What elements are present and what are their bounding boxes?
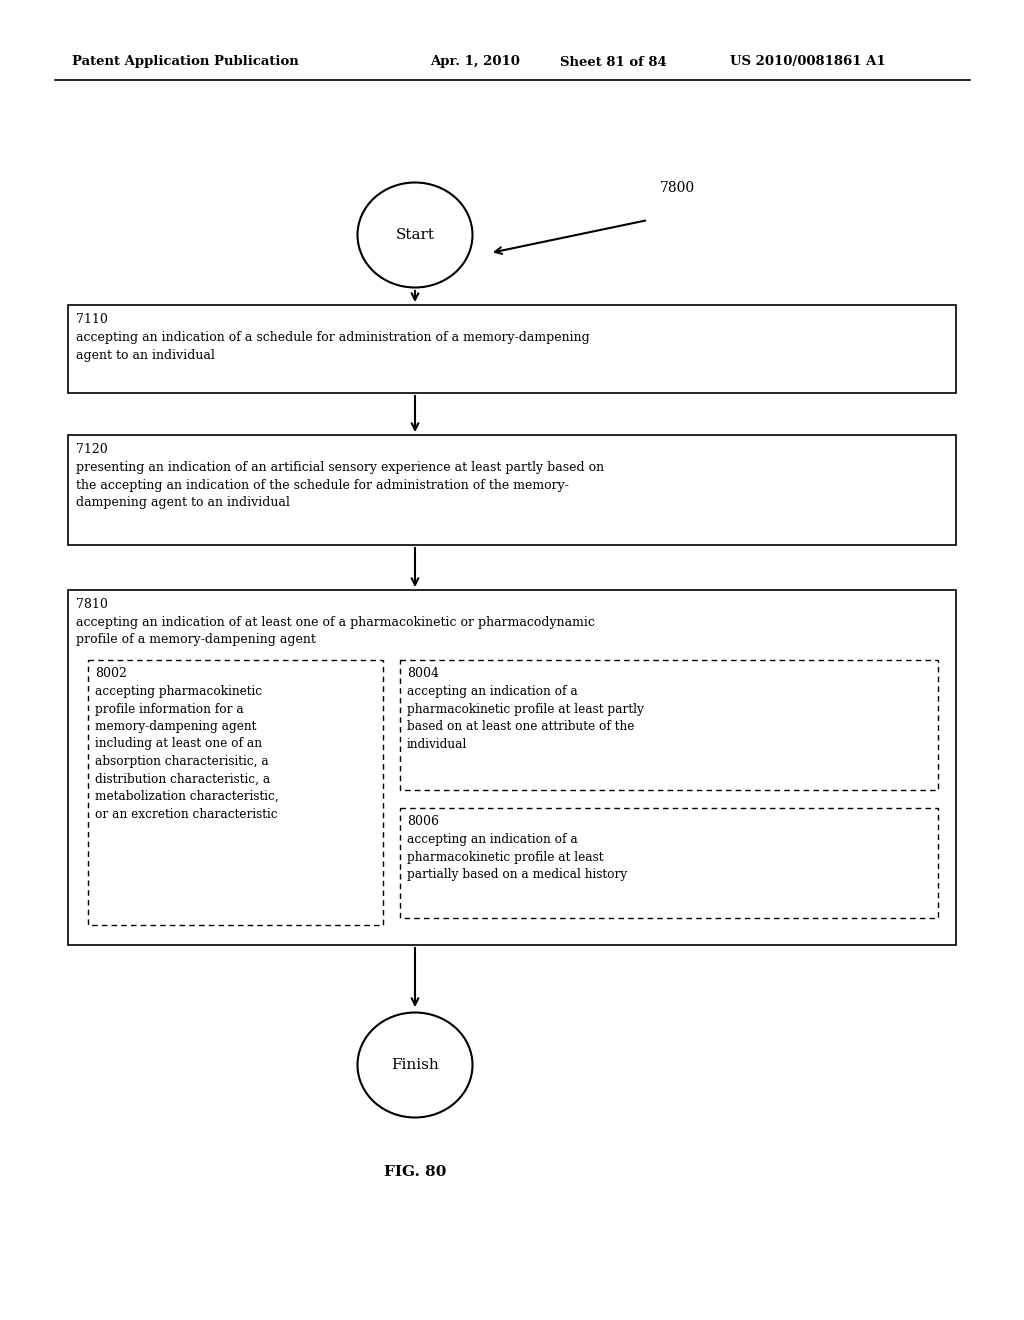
Text: presenting an indication of an artificial sensory experience at least partly bas: presenting an indication of an artificia… [76,461,604,510]
Bar [68,436,956,545]
Text: accepting an indication of a
pharmacokinetic profile at least
partially based on: accepting an indication of a pharmacokin… [407,833,628,880]
Bar [68,305,956,393]
Text: 8002: 8002 [95,667,127,680]
Bar [400,660,938,789]
Text: accepting an indication of at least one of a pharmacokinetic or pharmacodynamic
: accepting an indication of at least one … [76,616,595,647]
Text: Apr. 1, 2010: Apr. 1, 2010 [430,55,520,69]
Bar [88,660,383,925]
Text: 7800: 7800 [660,181,695,195]
Text: US 2010/0081861 A1: US 2010/0081861 A1 [730,55,886,69]
Text: accepting pharmacokinetic
profile information for a
memory-dampening agent
inclu: accepting pharmacokinetic profile inform… [95,685,279,821]
Text: Sheet 81 of 84: Sheet 81 of 84 [560,55,667,69]
Text: accepting an indication of a schedule for administration of a memory-dampening
a: accepting an indication of a schedule fo… [76,331,590,362]
Text: 8004: 8004 [407,667,439,680]
Text: 7110: 7110 [76,313,108,326]
Bar [68,590,956,945]
Text: 7810: 7810 [76,598,108,611]
Text: Finish: Finish [391,1059,439,1072]
Text: accepting an indication of a
pharmacokinetic profile at least partly
based on at: accepting an indication of a pharmacokin… [407,685,644,751]
Bar [400,808,938,917]
Text: Patent Application Publication: Patent Application Publication [72,55,299,69]
Text: 7120: 7120 [76,444,108,455]
Text: 8006: 8006 [407,814,439,828]
Text: FIG. 80: FIG. 80 [384,1166,446,1179]
Text: Start: Start [395,228,434,242]
